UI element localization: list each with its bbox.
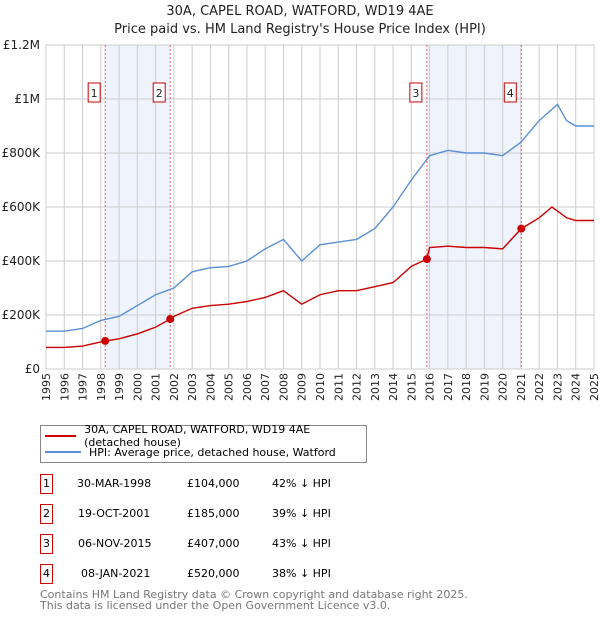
footer-copyright: Contains HM Land Registry data © Crown c… xyxy=(40,588,468,601)
legend-swatch-red xyxy=(45,435,77,437)
x-tick-label: 2009 xyxy=(296,373,309,401)
sale-label-box xyxy=(87,82,101,103)
legend-label-property: 30A, CAPEL ROAD, WATFORD, WD19 4AE (deta… xyxy=(84,423,311,449)
sale-label: 2 xyxy=(156,87,163,100)
x-tick-label: 2007 xyxy=(259,373,272,401)
sale-date: 30-MAR-1998 xyxy=(77,477,152,490)
chart-title: 30A, CAPEL ROAD, WATFORD, WD19 4AE xyxy=(166,4,434,19)
sale-hpi-diff: 43% ↓ HPI xyxy=(272,537,331,550)
legend: 30A, CAPEL ROAD, WATFORD, WD19 4AE (deta… xyxy=(40,423,367,463)
sale-price: £520,000 xyxy=(187,567,240,580)
y-tick-label: £800K xyxy=(2,146,42,160)
series-line xyxy=(46,103,594,332)
sale-hpi-diff: 38% ↓ HPI xyxy=(272,567,331,580)
x-tick-label: 2021 xyxy=(515,373,528,401)
x-tick-label: 2014 xyxy=(387,373,400,401)
x-tick-label: 2015 xyxy=(405,373,418,401)
x-tick-label: 2016 xyxy=(424,373,437,401)
x-tick-label: 2010 xyxy=(314,373,327,401)
sale-date: 06-NOV-2015 xyxy=(78,537,152,550)
sale-date: 08-JAN-2021 xyxy=(81,567,151,580)
y-tick-label: £600K xyxy=(2,200,42,214)
x-tick-label: 2004 xyxy=(204,373,217,401)
sale-hpi-diff: 42% ↓ HPI xyxy=(272,477,331,490)
x-tick-label: 2002 xyxy=(168,373,181,401)
x-tick-label: 2017 xyxy=(442,373,455,401)
x-tick-label: 1997 xyxy=(77,373,90,401)
sale-price: £104,000 xyxy=(187,477,240,490)
x-tick-label: 1996 xyxy=(58,373,71,401)
sale-marker-box: 2 xyxy=(40,504,53,524)
x-tick-label: 2011 xyxy=(332,373,345,401)
x-tick-label: 2018 xyxy=(460,373,473,401)
footer: Contains HM Land Registry data © Crown c… xyxy=(40,589,468,611)
sale-hpi-diff: 39% ↓ HPI xyxy=(272,507,331,520)
sale-label-box xyxy=(503,82,517,103)
x-tick-label: 1999 xyxy=(113,373,126,401)
y-tick-label: £1.2M xyxy=(3,38,40,52)
sale-marker-box: 4 xyxy=(40,564,53,584)
x-tick-label: 2020 xyxy=(497,373,510,401)
sale-label-box xyxy=(152,82,166,103)
sale-date: 19-OCT-2001 xyxy=(78,507,151,520)
footer-licence: This data is licensed under the Open Gov… xyxy=(40,599,391,612)
sale-row: 3 06-NOV-2015 £407,000 43% ↓ HPI xyxy=(40,534,440,554)
sale-point xyxy=(422,255,431,264)
sale-label-box xyxy=(409,82,423,103)
sale-price: £185,000 xyxy=(187,507,240,520)
y-tick-label: £200K xyxy=(2,308,42,322)
y-tick-label: £400K xyxy=(2,254,42,268)
x-tick-label: 1995 xyxy=(40,373,53,401)
x-tick-label: 2025 xyxy=(588,373,600,401)
sale-point xyxy=(517,224,526,233)
x-tick-label: 2003 xyxy=(186,373,199,401)
sale-label: 3 xyxy=(412,87,419,100)
price-chart: 1995 1996 1997 1998 1999 2000 2001 2002 2003 2004… xyxy=(2,38,600,401)
x-tick-label: 2006 xyxy=(241,373,254,401)
y-tick-label: £0 xyxy=(25,362,40,376)
x-tick-label: 2022 xyxy=(533,373,546,401)
sale-point xyxy=(166,315,175,324)
x-tick-label: 2019 xyxy=(478,373,491,401)
sale-marker-box: 3 xyxy=(40,534,53,554)
x-tick-label: 2012 xyxy=(351,373,364,401)
x-tick-label: 2001 xyxy=(150,373,163,401)
sale-marker-box: 1 xyxy=(40,474,53,494)
sale-price: £407,000 xyxy=(187,537,240,550)
x-tick-label: 2023 xyxy=(551,373,564,401)
x-tick-label: 1998 xyxy=(95,373,108,401)
y-tick-label: £1M xyxy=(14,92,40,106)
sale-row: 1 30-MAR-1998 £104,000 42% ↓ HPI xyxy=(40,474,440,494)
legend-label-hpi: HPI: Average price, detached house, Watf… xyxy=(89,445,336,459)
plot-border xyxy=(45,44,595,370)
x-tick-label: 2008 xyxy=(277,373,290,401)
chart-subtitle: Price paid vs. HM Land Registry's House … xyxy=(114,22,486,37)
x-tick-label: 2013 xyxy=(369,373,382,401)
x-tick-label: 2005 xyxy=(223,373,236,401)
sale-label: 1 xyxy=(91,87,98,100)
sale-row: 4 08-JAN-2021 £520,000 38% ↓ HPI xyxy=(40,564,440,584)
x-tick-label: 2000 xyxy=(131,373,144,401)
sale-label: 4 xyxy=(507,87,514,100)
sale-point xyxy=(101,336,110,345)
x-tick-label: 2024 xyxy=(570,373,583,401)
legend-swatch-blue xyxy=(45,451,81,453)
sale-row: 2 19-OCT-2001 £185,000 39% ↓ HPI xyxy=(40,504,440,524)
series-line xyxy=(46,206,594,349)
